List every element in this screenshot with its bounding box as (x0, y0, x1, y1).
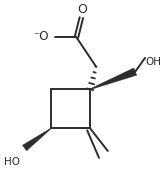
Text: O: O (77, 3, 87, 16)
Text: ⁻O: ⁻O (33, 30, 49, 43)
Polygon shape (22, 128, 51, 151)
Polygon shape (90, 68, 137, 90)
Text: HO: HO (4, 157, 20, 167)
Text: OH: OH (145, 57, 161, 67)
